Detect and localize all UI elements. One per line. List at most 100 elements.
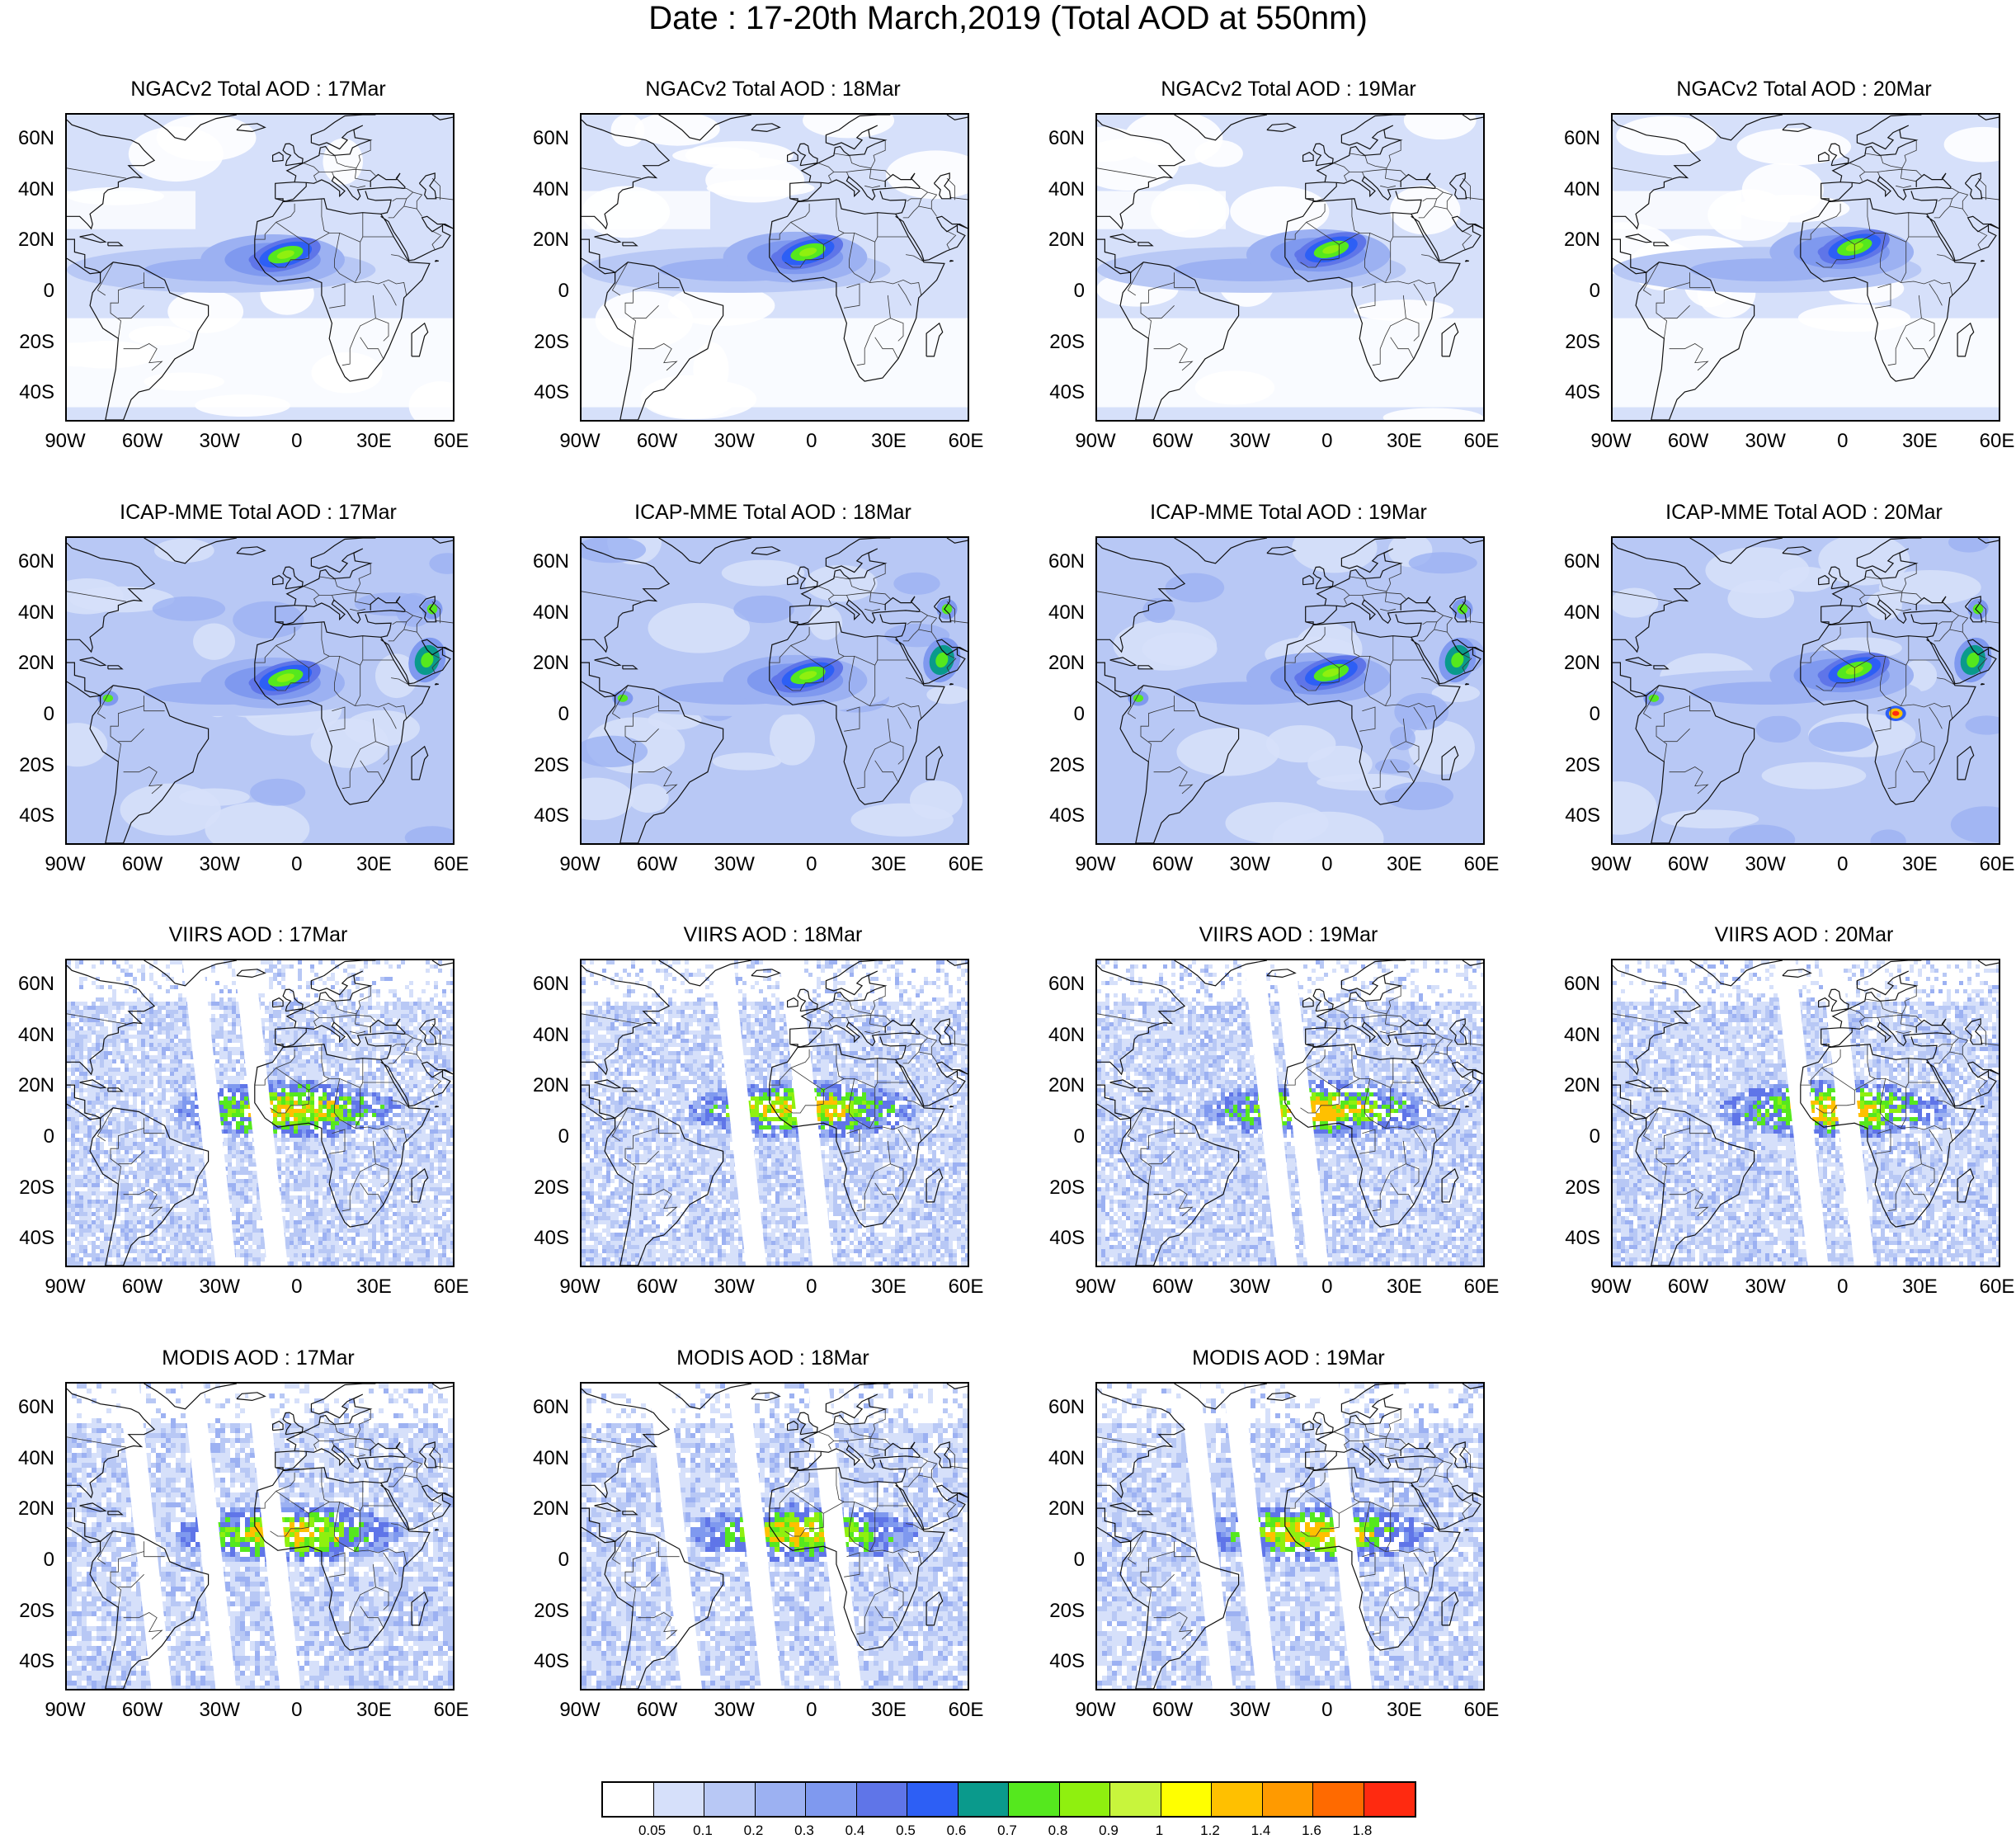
aod-map <box>580 536 969 845</box>
latitude-label: 20S <box>1042 754 1085 777</box>
longitude-label: 0 <box>783 1699 841 1722</box>
longitude-label: 60W <box>1660 430 1717 453</box>
latitude-label: 40N <box>1557 1024 1600 1047</box>
longitude-label: 30W <box>1736 1276 1794 1299</box>
latitude-label: 20N <box>526 652 569 675</box>
longitude-label: 30W <box>705 430 763 453</box>
longitude-label: 90W <box>1067 430 1124 453</box>
longitude-label: 90W <box>36 430 94 453</box>
aod-map <box>1611 959 2000 1267</box>
latitude-label: 20S <box>1557 331 1600 354</box>
latitude-label: 20S <box>1042 1176 1085 1200</box>
latitude-label: 0 <box>1042 1549 1085 1572</box>
longitude-label: 60E <box>1453 1276 1510 1299</box>
latitude-label: 60N <box>1042 1396 1085 1419</box>
aod-field <box>1097 1384 1483 1689</box>
aod-field <box>1613 960 1999 1266</box>
latitude-label: 0 <box>12 703 54 726</box>
panel-title: VIIRS AOD : 17Mar <box>65 923 451 947</box>
longitude-label: 60W <box>1660 1276 1717 1299</box>
latitude-label: 20S <box>1557 754 1600 777</box>
map-panel: NGACv2 Total AOD : 17Mar 60N 40N 20N 0 20S 40… <box>0 76 518 480</box>
latitude-label: 60N <box>1042 973 1085 996</box>
latitude-label: 0 <box>526 703 569 726</box>
map-panel: MODIS AOD : 19Mar 60N 40N 20N 0 20S 40S 90W 60W… <box>1030 1345 1548 1749</box>
panel-title: ICAP-MME Total AOD : 20Mar <box>1611 501 1997 525</box>
country-borders <box>67 563 453 795</box>
longitude-label: 0 <box>1298 430 1356 453</box>
colorbar-tick-label: 0.4 <box>835 1822 876 1839</box>
latitude-label: 40S <box>1557 381 1600 404</box>
coastlines <box>1097 1384 1483 1689</box>
aod-map <box>1095 1382 1485 1690</box>
longitude-label: 60E <box>937 853 995 876</box>
coastlines <box>67 960 453 1266</box>
longitude-label: 90W <box>551 1276 609 1299</box>
latitude-label: 20N <box>1042 1497 1085 1521</box>
colorbar-swatch <box>958 1783 1009 1816</box>
aod-map <box>580 1382 969 1690</box>
longitude-label: 0 <box>1298 1699 1356 1722</box>
colorbar-swatch <box>1161 1783 1212 1816</box>
panel-title: ICAP-MME Total AOD : 19Mar <box>1095 501 1481 525</box>
panel-title: NGACv2 Total AOD : 18Mar <box>580 78 966 101</box>
longitude-label: 0 <box>268 853 326 876</box>
latitude-label: 20S <box>1557 1176 1600 1200</box>
latitude-label: 40N <box>1042 601 1085 625</box>
coastlines <box>582 960 968 1266</box>
latitude-label: 0 <box>1042 703 1085 726</box>
latitude-label: 40S <box>526 381 569 404</box>
aod-map <box>65 1382 455 1690</box>
latitude-label: 20S <box>526 1176 569 1200</box>
aod-field <box>582 960 968 1266</box>
aod-map <box>65 113 455 422</box>
panel-title: NGACv2 Total AOD : 20Mar <box>1611 78 1997 101</box>
longitude-label: 60E <box>937 430 995 453</box>
longitude-label: 90W <box>1067 853 1124 876</box>
longitude-label: 90W <box>551 430 609 453</box>
aod-field <box>582 1384 968 1689</box>
longitude-label: 60E <box>1453 430 1510 453</box>
colorbar-swatch <box>907 1783 959 1816</box>
latitude-label: 40N <box>12 1447 54 1470</box>
country-borders <box>582 1408 968 1640</box>
latitude-label: 40N <box>526 178 569 201</box>
latitude-label: 40N <box>12 601 54 625</box>
map-panel: NGACv2 Total AOD : 20Mar 60N 40N 20N 0 20S 40… <box>1546 76 2016 480</box>
country-borders <box>1097 985 1483 1217</box>
colorbar-swatch <box>856 1783 907 1816</box>
longitude-label: 30E <box>860 1276 917 1299</box>
longitude-label: 60E <box>1968 430 2016 453</box>
longitude-label: 30E <box>345 1276 403 1299</box>
panel-title: ICAP-MME Total AOD : 18Mar <box>580 501 966 525</box>
longitude-label: 0 <box>783 853 841 876</box>
latitude-label: 20S <box>12 754 54 777</box>
country-borders <box>582 139 968 371</box>
latitude-label: 40N <box>1557 601 1600 625</box>
aod-field <box>582 115 968 420</box>
country-borders <box>1613 985 1999 1217</box>
colorbar-tick-label: 0.9 <box>1088 1822 1129 1839</box>
aod-map <box>65 536 455 845</box>
colorbar-swatch <box>603 1783 654 1816</box>
latitude-label: 60N <box>526 550 569 573</box>
country-borders <box>67 139 453 371</box>
latitude-label: 40S <box>12 804 54 828</box>
colorbar-swatch <box>755 1783 806 1816</box>
panel-title: NGACv2 Total AOD : 17Mar <box>65 78 451 101</box>
longitude-label: 30E <box>1891 853 1948 876</box>
colorbar-tick-label: 0.1 <box>682 1822 723 1839</box>
aod-field <box>67 538 453 843</box>
colorbar-tick-label: 1.4 <box>1241 1822 1282 1839</box>
longitude-label: 0 <box>1814 853 1872 876</box>
panel-title: MODIS AOD : 18Mar <box>580 1346 966 1370</box>
longitude-label: 60W <box>1144 1699 1202 1722</box>
colorbar-swatch <box>1009 1783 1060 1816</box>
panel-title: MODIS AOD : 19Mar <box>1095 1346 1481 1370</box>
longitude-label: 0 <box>783 430 841 453</box>
longitude-label: 60W <box>114 853 172 876</box>
country-borders <box>1613 563 1999 795</box>
coastlines <box>582 1384 968 1689</box>
longitude-label: 60W <box>1660 853 1717 876</box>
colorbar-tick-label: 1.8 <box>1342 1822 1383 1839</box>
